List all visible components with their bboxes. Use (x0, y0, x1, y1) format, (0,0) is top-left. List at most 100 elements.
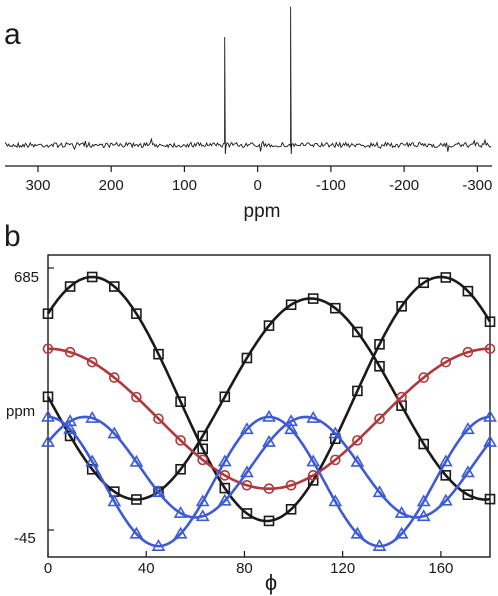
series-5-marker (63, 422, 77, 435)
series-line-1 (46, 275, 492, 523)
series-1-marker (285, 503, 297, 515)
series-1-marker (153, 348, 164, 360)
series-1-marker (462, 285, 474, 297)
panel-b-x-tick-label: 40 (138, 560, 155, 577)
series-1-marker (86, 271, 98, 283)
panel-b-rotation-plot: 0 40 80 120 160 685 ppm -45 ϕ (6, 254, 497, 595)
series-3-marker (197, 454, 208, 466)
series-5-marker (151, 539, 166, 551)
series-3-marker (462, 346, 474, 358)
series-1-marker (64, 281, 76, 292)
series-4-marker (438, 493, 453, 506)
series-5-marker (416, 494, 431, 507)
panel-a-x-ticks: 300 200 100 0 -100 -200 -300 (25, 166, 492, 194)
series-2-marker (374, 360, 385, 372)
panel-b-x-tick-label: 80 (236, 560, 253, 577)
series-3-marker (64, 346, 76, 358)
series-5-marker (107, 494, 122, 507)
series-2-marker (285, 299, 297, 311)
series-1-marker (418, 277, 430, 289)
series-4-marker (41, 434, 55, 447)
series-1-marker (219, 482, 231, 494)
panel-a-spectrum: 300 200 100 0 -100 -200 -300 ppm (4, 6, 492, 222)
series-3-marker (175, 435, 186, 446)
series-1-marker (109, 281, 120, 292)
series-3-marker (307, 470, 319, 481)
series-1-marker (352, 385, 363, 397)
series-4-marker (151, 485, 166, 498)
series-4-marker (306, 410, 321, 423)
series-3-marker (86, 356, 98, 368)
series-5-marker (461, 422, 475, 435)
panel-b-y-axis-label: ppm (6, 403, 35, 420)
series-2-marker (329, 302, 341, 314)
series-5-marker (85, 454, 100, 467)
series-3-marker (329, 454, 341, 466)
series-4-marker (372, 485, 387, 498)
series-1-marker (42, 308, 54, 319)
series-5-marker (328, 494, 343, 507)
series-2-marker (263, 320, 275, 331)
panel-b-x-tick-label: 120 (330, 560, 355, 577)
series-1-marker (484, 316, 496, 328)
panel-b-ytick-bottom: -45 (14, 530, 36, 547)
series-line-5 (47, 415, 491, 548)
panel-a-x-tick-label: -100 (316, 177, 346, 194)
series-4-marker (107, 426, 122, 439)
series-4-marker (328, 426, 343, 439)
series-5-marker (350, 526, 365, 539)
panel-a-x-tick-label: -300 (462, 177, 492, 194)
series-5-marker (483, 409, 497, 422)
panel-b-ticks: 0 40 80 120 160 (44, 267, 453, 577)
series-4-marker (394, 505, 409, 518)
series-4-marker (483, 434, 497, 447)
series-1-marker (440, 272, 452, 283)
panel-b-series (41, 271, 497, 551)
panel-a-x-tick-label: 200 (99, 177, 124, 194)
series-3-marker (131, 391, 142, 403)
panel-a-x-tick-label: 100 (172, 177, 197, 194)
panel-a-x-tick-label: 0 (253, 177, 261, 194)
series-5-marker (372, 539, 387, 551)
series-3-marker (285, 480, 297, 491)
panel-b-x-axis-label: ϕ (265, 570, 277, 595)
series-4-marker (217, 493, 232, 506)
panel-b-label: b (4, 220, 21, 253)
series-1-marker (197, 443, 208, 455)
series-5-marker (306, 454, 321, 467)
series-3-marker (374, 413, 385, 425)
series-3-marker (219, 470, 231, 481)
series-2-marker (42, 391, 54, 403)
panel-a-x-axis-label: ppm (244, 201, 281, 222)
series-2-marker (440, 470, 452, 481)
series-5-marker (129, 526, 144, 539)
series-4-marker (240, 465, 254, 478)
series-3-marker (109, 372, 120, 383)
series-4-marker (85, 410, 100, 423)
panel-b-frame (47, 254, 491, 558)
series-5-marker (438, 454, 453, 467)
series-2-marker (484, 493, 496, 505)
series-4-marker (173, 505, 188, 518)
nmr-spectrum-trace (4, 6, 492, 155)
panel-a-label: a (4, 18, 21, 51)
series-2-marker (462, 489, 474, 501)
series-2-marker (131, 494, 142, 505)
series-1-marker (374, 339, 385, 350)
series-1-marker (396, 300, 407, 312)
series-3-marker (263, 483, 275, 495)
series-5-marker (394, 526, 409, 539)
panel-b-x-tick-label: 160 (428, 560, 453, 577)
series-4-marker (262, 434, 276, 447)
series-2-marker (307, 293, 319, 304)
series-line-4 (47, 415, 492, 519)
series-2-marker (352, 326, 363, 338)
series-3-marker (42, 343, 54, 355)
series-1-marker (175, 396, 186, 407)
series-4-marker (461, 465, 475, 478)
series-2-marker (175, 463, 186, 475)
panel-b-x-tick-label: 0 (44, 560, 52, 577)
series-5-marker (262, 409, 276, 422)
series-1-marker (263, 515, 275, 527)
series-5-marker (284, 422, 298, 435)
